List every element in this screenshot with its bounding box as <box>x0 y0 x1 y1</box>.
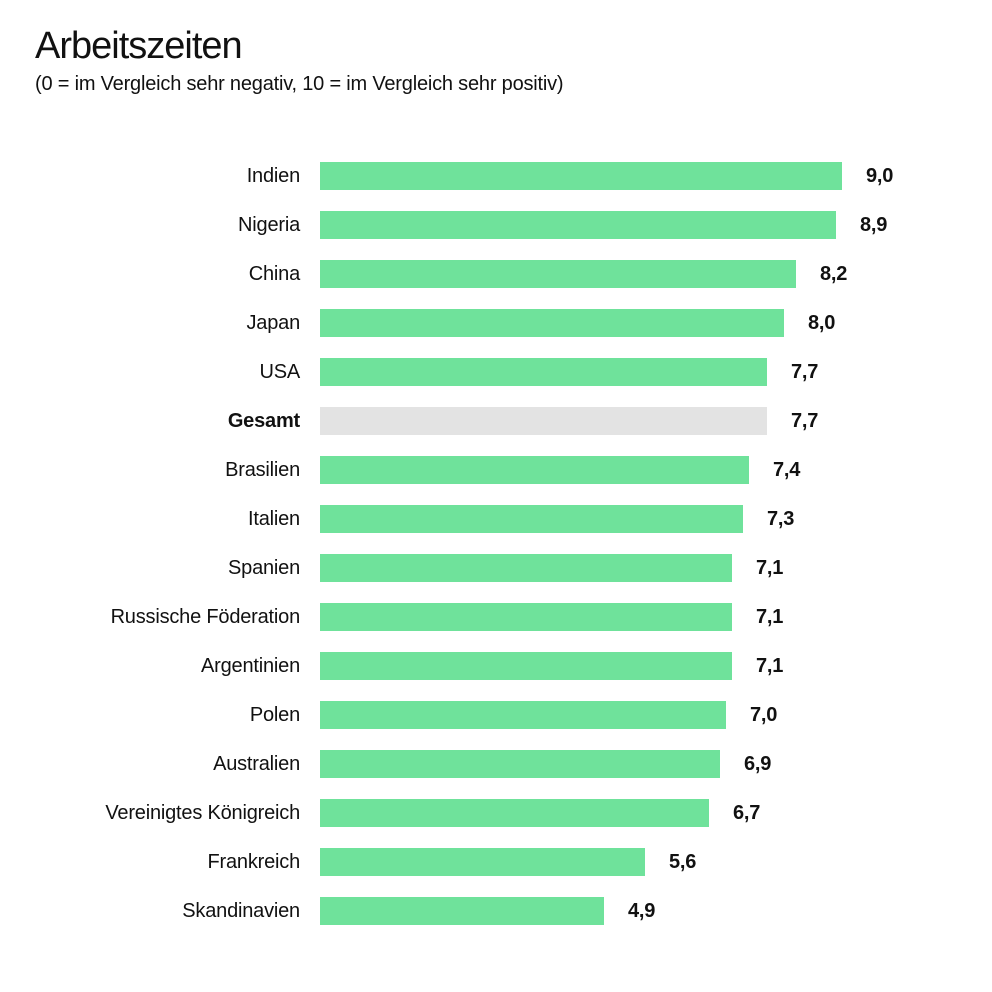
bar <box>320 652 732 680</box>
value-label: 8,2 <box>820 263 848 285</box>
chart-row: Gesamt 7,7 <box>0 407 992 435</box>
bar-chart: Indien 9,0 Nigeria 8,9 China 8,2 Japan 8… <box>0 162 992 925</box>
bar <box>320 799 709 827</box>
value-label: 8,9 <box>860 214 888 236</box>
chart-row: Italien 7,3 <box>0 505 992 533</box>
category-label: Skandinavien <box>182 900 300 922</box>
value-label: 4,9 <box>628 900 656 922</box>
bar <box>320 505 743 533</box>
category-label: Indien <box>246 165 300 187</box>
value-label: 7,3 <box>767 508 795 530</box>
chart-row: USA 7,7 <box>0 358 992 386</box>
category-label: Australien <box>213 753 300 775</box>
value-label: 7,1 <box>756 606 784 628</box>
bar <box>320 603 732 631</box>
value-label: 7,7 <box>791 410 819 432</box>
chart-row: Spanien 7,1 <box>0 554 992 582</box>
bar <box>320 897 604 925</box>
chart-row: Nigeria 8,9 <box>0 211 992 239</box>
category-label: Italien <box>248 508 300 530</box>
category-label: Frankreich <box>207 851 301 873</box>
bar <box>320 309 784 337</box>
chart-row: Japan 8,0 <box>0 309 992 337</box>
chart-row: Indien 9,0 <box>0 162 992 190</box>
value-label: 7,7 <box>791 361 819 383</box>
value-label: 8,0 <box>808 312 836 334</box>
value-label: 7,1 <box>756 557 784 579</box>
bar <box>320 260 796 288</box>
bar <box>320 750 720 778</box>
value-label: 6,7 <box>733 802 761 824</box>
chart-row: Skandinavien 4,9 <box>0 897 992 925</box>
value-label: 5,6 <box>669 851 697 873</box>
category-label: Vereinigtes Königreich <box>105 802 300 824</box>
value-label: 7,1 <box>756 655 784 677</box>
chart-subtitle: (0 = im Vergleich sehr negativ, 10 = im … <box>35 73 564 95</box>
chart-row: China 8,2 <box>0 260 992 288</box>
chart-row: Brasilien 7,4 <box>0 456 992 484</box>
bar <box>320 162 842 190</box>
category-label: Nigeria <box>238 214 300 236</box>
chart-row: Russische Föderation 7,1 <box>0 603 992 631</box>
category-label: Polen <box>249 704 300 726</box>
category-label: Argentinien <box>201 655 300 677</box>
bar <box>320 701 726 729</box>
value-label: 7,0 <box>750 704 778 726</box>
bar <box>320 554 732 582</box>
bar <box>320 407 767 435</box>
bar <box>320 848 645 876</box>
bar <box>320 211 836 239</box>
bar <box>320 358 767 386</box>
chart-row: Polen 7,0 <box>0 701 992 729</box>
category-label: Gesamt <box>227 410 300 432</box>
category-label: China <box>248 263 300 285</box>
chart-row: Australien 6,9 <box>0 750 992 778</box>
value-label: 7,4 <box>773 459 801 481</box>
category-label: Japan <box>246 312 301 334</box>
value-label: 9,0 <box>866 165 894 187</box>
chart-title: Arbeitszeiten <box>35 25 243 67</box>
category-label: Spanien <box>228 557 300 579</box>
category-label: USA <box>259 361 300 383</box>
bar <box>320 456 749 484</box>
chart-row: Argentinien 7,1 <box>0 652 992 680</box>
chart-row: Frankreich 5,6 <box>0 848 992 876</box>
category-label: Russische Föderation <box>110 606 301 628</box>
value-label: 6,9 <box>744 753 772 775</box>
chart-row: Vereinigtes Königreich 6,7 <box>0 799 992 827</box>
category-label: Brasilien <box>225 459 300 481</box>
